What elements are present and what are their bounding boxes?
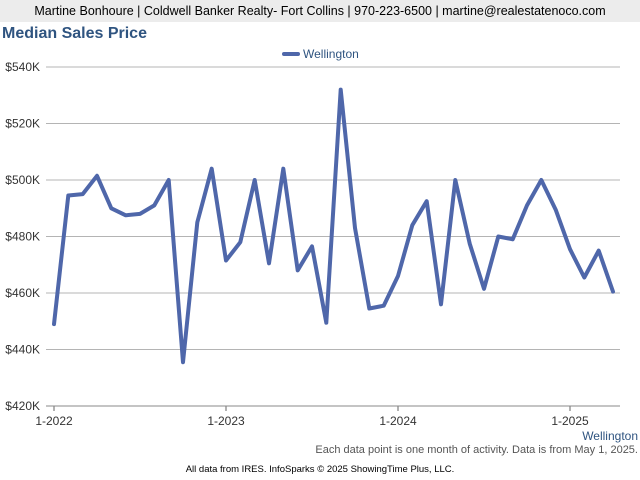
data-point <box>224 259 228 263</box>
data-point <box>66 194 70 198</box>
y-tick-label: $480K <box>5 230 40 244</box>
series-line-wellington <box>52 87 615 365</box>
data-point <box>353 226 357 230</box>
data-credit: All data from IRES. InfoSparks © 2025 Sh… <box>185 464 455 475</box>
data-point <box>396 274 400 278</box>
data-point <box>296 268 300 272</box>
data-point <box>410 223 414 227</box>
y-tick-label: $440K <box>5 343 40 357</box>
data-point <box>367 307 371 311</box>
data-point <box>554 208 558 212</box>
data-point <box>195 220 199 224</box>
data-point <box>167 178 171 182</box>
y-tick-label: $520K <box>5 117 40 131</box>
x-tick-label: 1-2025 <box>551 414 589 428</box>
data-point <box>52 322 56 326</box>
data-point <box>152 203 156 207</box>
data-point <box>611 290 615 294</box>
data-point <box>181 360 185 364</box>
data-footnote: Each data point is one month of activity… <box>315 444 638 456</box>
data-point <box>109 206 113 210</box>
data-point <box>525 203 529 207</box>
x-tick-label: 1-2022 <box>35 414 73 428</box>
x-tick-label: 1-2024 <box>379 414 417 428</box>
data-point <box>439 302 443 306</box>
data-point <box>339 88 343 92</box>
data-point <box>425 199 429 203</box>
legend[interactable]: Wellington <box>282 47 359 61</box>
x-axis-ticks: 1-2022 1-2023 1-2024 1-2025 <box>35 406 589 428</box>
data-point <box>382 304 386 308</box>
x-axis-series-label: Wellington <box>582 429 638 443</box>
y-tick-label: $420K <box>5 399 40 413</box>
data-point <box>267 261 271 265</box>
data-point <box>582 275 586 279</box>
data-point <box>281 167 285 171</box>
data-point <box>253 178 257 182</box>
x-tick-label: 1-2023 <box>207 414 245 428</box>
data-point <box>210 167 214 171</box>
data-point <box>482 287 486 291</box>
data-point <box>324 321 328 325</box>
y-tick-label: $460K <box>5 286 40 300</box>
data-point <box>539 178 543 182</box>
y-tick-label: $540K <box>5 60 40 74</box>
data-point <box>310 244 314 248</box>
contact-header: Martine Bonhoure | Coldwell Banker Realt… <box>0 0 640 22</box>
y-axis-ticks: $420K $440K $460K $480K $500K $520K $540K <box>5 60 40 413</box>
legend-label: Wellington <box>303 47 359 61</box>
data-point <box>468 242 472 246</box>
data-point <box>81 192 85 196</box>
y-tick-label: $500K <box>5 173 40 187</box>
data-point <box>453 178 457 182</box>
data-point <box>597 249 601 253</box>
legend-item-wellington[interactable]: Wellington <box>282 47 359 61</box>
data-point <box>95 174 99 178</box>
chart-title: Median Sales Price <box>2 25 147 42</box>
data-point <box>511 237 515 241</box>
data-point <box>238 240 242 244</box>
data-point <box>568 247 572 251</box>
series-layer <box>52 87 615 365</box>
data-point <box>138 212 142 216</box>
data-point <box>124 213 128 217</box>
data-point <box>496 235 500 238</box>
